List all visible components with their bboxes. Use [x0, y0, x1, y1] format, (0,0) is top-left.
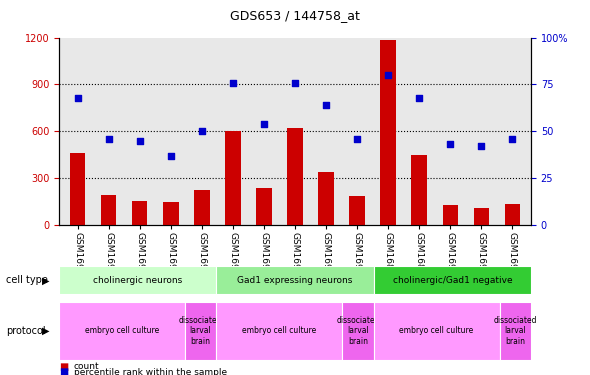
- Bar: [101, 195, 116, 225]
- Point: [166, 153, 175, 159]
- Bar: [504, 204, 520, 225]
- Point: [290, 80, 300, 86]
- Text: cell type: cell type: [6, 275, 48, 285]
- Bar: [194, 190, 209, 225]
- Text: ▶: ▶: [42, 326, 49, 336]
- Bar: [163, 202, 179, 225]
- Point: [104, 136, 113, 142]
- Text: protocol: protocol: [6, 326, 45, 336]
- Bar: [349, 196, 365, 225]
- Point: [228, 80, 238, 86]
- Text: cholinergic neurons: cholinergic neurons: [93, 276, 182, 285]
- Bar: [256, 188, 272, 225]
- Text: percentile rank within the sample: percentile rank within the sample: [74, 368, 227, 375]
- Text: dissociated
larval
brain: dissociated larval brain: [179, 316, 222, 346]
- Text: dissociated
larval
brain: dissociated larval brain: [336, 316, 380, 346]
- Point: [352, 136, 362, 142]
- Text: GDS653 / 144758_at: GDS653 / 144758_at: [230, 9, 360, 22]
- Point: [73, 94, 83, 100]
- Text: ▶: ▶: [42, 275, 49, 285]
- Text: dissociated
larval
brain: dissociated larval brain: [493, 316, 537, 346]
- Text: embryo cell culture: embryo cell culture: [242, 326, 316, 335]
- Text: Gad1 expressing neurons: Gad1 expressing neurons: [237, 276, 353, 285]
- Point: [322, 102, 331, 108]
- Point: [384, 72, 393, 78]
- Bar: [381, 40, 396, 225]
- Text: ■: ■: [59, 362, 68, 372]
- Bar: [442, 206, 458, 225]
- Point: [259, 121, 268, 127]
- Point: [197, 128, 206, 134]
- Text: embryo cell culture: embryo cell culture: [399, 326, 474, 335]
- Point: [415, 94, 424, 100]
- Point: [135, 138, 145, 144]
- Bar: [318, 172, 334, 225]
- Bar: [132, 201, 148, 225]
- Point: [445, 141, 455, 147]
- Text: cholinergic/Gad1 negative: cholinergic/Gad1 negative: [392, 276, 512, 285]
- Text: embryo cell culture: embryo cell culture: [85, 326, 159, 335]
- Bar: [411, 154, 427, 225]
- Text: ■: ■: [59, 368, 68, 375]
- Bar: [70, 153, 86, 225]
- Bar: [287, 128, 303, 225]
- Point: [507, 136, 517, 142]
- Text: count: count: [74, 362, 99, 371]
- Point: [477, 143, 486, 149]
- Bar: [225, 131, 241, 225]
- Bar: [474, 208, 489, 225]
